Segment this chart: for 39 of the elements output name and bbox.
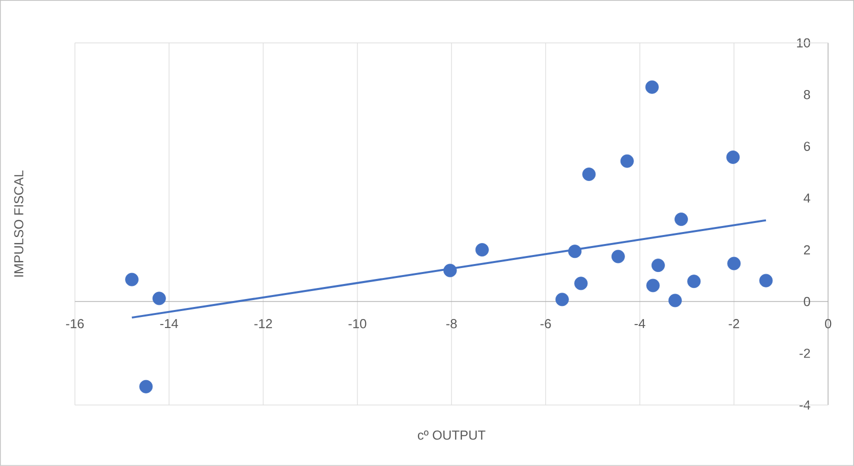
x-tick-label: -16 (66, 319, 84, 328)
x-tick-label: -8 (446, 319, 457, 328)
x-tick-label: -12 (254, 319, 272, 328)
point (674, 212, 688, 226)
point (620, 154, 634, 168)
point (687, 274, 701, 288)
point (139, 380, 153, 394)
x-axis-title: cº OUTPUT (418, 430, 486, 440)
point (582, 168, 596, 182)
y-axis-title: IMPULSO FISCAL (14, 170, 24, 277)
point (611, 250, 625, 264)
y-tick-label: 8 (804, 90, 810, 100)
y-tick-label: -4 (800, 400, 810, 410)
x-tick-label: -6 (540, 319, 551, 328)
x-tick-label: -4 (634, 319, 646, 328)
y-tick-label: 6 (804, 142, 810, 152)
y-tick-label: -2 (800, 348, 810, 358)
y-tick-label: 10 (797, 38, 810, 48)
x-tick-label: -10 (348, 319, 366, 328)
point (727, 256, 741, 270)
point (759, 274, 773, 288)
point (568, 244, 582, 258)
y-tick-label: 2 (804, 245, 810, 254)
x-tick-label: 0 (825, 319, 832, 328)
point (651, 258, 665, 272)
x-tick-label: -2 (728, 319, 740, 328)
point (443, 264, 457, 278)
point (555, 292, 569, 306)
point (152, 292, 166, 306)
point (125, 272, 139, 286)
x-tick-label: -14 (160, 319, 178, 328)
point (668, 294, 682, 308)
point (646, 278, 660, 292)
y-tick-label: 0 (804, 296, 810, 306)
point (475, 243, 489, 257)
point (726, 150, 740, 164)
point (645, 80, 659, 94)
point (574, 276, 588, 290)
y-tick-label: 4 (804, 194, 810, 203)
